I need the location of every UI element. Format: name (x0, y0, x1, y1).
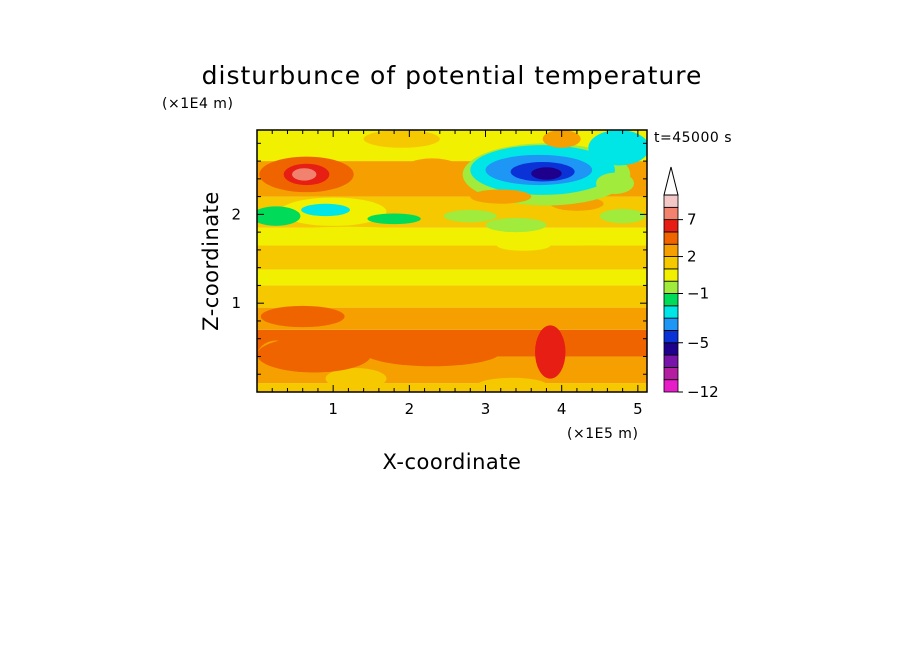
x-tick-label: 5 (633, 400, 643, 418)
colorbar-box (663, 354, 679, 368)
x-tick-label: 3 (481, 400, 491, 418)
field-feature-26 (363, 130, 440, 148)
field-feature-33 (595, 172, 635, 194)
colorbar-label: −5 (687, 334, 709, 352)
colorbar-box (663, 206, 679, 221)
field-feature-12 (257, 206, 301, 226)
colorbar-box (663, 194, 679, 208)
time-label: t=45000 s (654, 130, 732, 146)
colorbar-box (663, 379, 679, 393)
field-feature-4 (363, 337, 501, 367)
colorbar-box (663, 256, 679, 270)
colorbar-box (663, 280, 679, 294)
field-feature-15 (443, 209, 497, 223)
colorbar-label: 7 (687, 211, 697, 229)
field-feature-7 (264, 226, 433, 242)
colorbar: 7 2 −1 −5 −12 (663, 166, 719, 401)
colorbar-extend-arrow (663, 166, 679, 196)
colorbar-box (663, 219, 679, 233)
tick-labels: 1 2 3 4 5 1 2 (231, 205, 642, 418)
field-feature-14 (367, 213, 421, 225)
colorbar-box (663, 330, 679, 344)
colorbar-label: 2 (687, 248, 697, 266)
field-feature-35 (542, 130, 581, 148)
colorbar-box (663, 366, 679, 381)
colorbar-label: −12 (687, 383, 719, 401)
field-feature-17 (496, 240, 551, 251)
colorbar-label: −1 (687, 285, 709, 303)
field-feature-5 (535, 325, 566, 379)
chart-title: disturbunce of potential temperature (202, 61, 703, 90)
colorbar-box (663, 268, 679, 282)
colorbar-box (663, 293, 679, 307)
field-feature-6 (260, 305, 345, 328)
plot-frame (256, 129, 648, 393)
field-feature-34 (470, 189, 532, 204)
field-band-0 (257, 383, 647, 392)
colorbar-box (663, 317, 679, 331)
y-tick-label: 1 (231, 294, 241, 312)
colorbar-box (663, 305, 679, 319)
x-tick-label: 2 (405, 400, 415, 418)
field-feature-16 (485, 217, 547, 233)
field-feature-8 (382, 249, 437, 265)
y-unit-label: (×1E4 m) (162, 96, 233, 112)
temperature-field (257, 130, 647, 392)
field-feature-10 (554, 227, 631, 246)
field-feature-2 (477, 377, 547, 392)
field-feature-31 (531, 167, 562, 180)
x-tick-label: 1 (328, 400, 338, 418)
field-band-5 (257, 269, 647, 286)
colorbar-box (663, 243, 679, 257)
field-band-4 (257, 285, 647, 308)
field-feature-1 (325, 368, 387, 390)
y-tick-label: 2 (231, 205, 241, 223)
colorbar-box (663, 342, 679, 356)
field-feature-32 (588, 130, 647, 166)
colorbar-box (663, 231, 679, 245)
field-feature-24 (397, 158, 467, 191)
field-feature-13 (301, 203, 350, 217)
field-feature-25 (276, 130, 345, 148)
plot-border (256, 129, 648, 393)
x-unit-label: (×1E5 m) (567, 426, 638, 442)
field-feature-23 (292, 168, 317, 181)
field-feature-18 (599, 209, 646, 224)
field-feature-3 (257, 336, 372, 373)
x-tick-label: 4 (557, 400, 567, 418)
y-axis-label: Z-coordinate (199, 191, 223, 331)
x-axis-label: X-coordinate (383, 450, 522, 474)
field-band-3 (257, 307, 647, 330)
